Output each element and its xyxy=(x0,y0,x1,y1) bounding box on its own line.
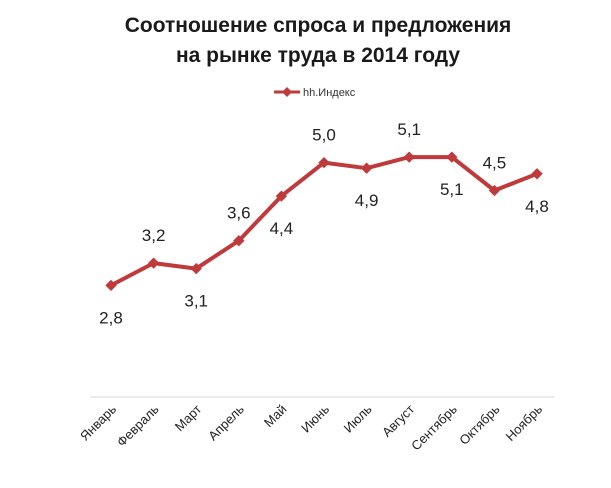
data-point-marker xyxy=(147,257,160,269)
data-label: 3,6 xyxy=(227,204,251,223)
data-label: 4,5 xyxy=(483,154,507,173)
data-point-marker xyxy=(446,151,458,163)
data-point-marker xyxy=(318,156,330,169)
x-tick-label: Апрель xyxy=(205,401,247,443)
chart-title-line-2: на рынке труда в 2014 году xyxy=(176,44,460,67)
data-label: 5,1 xyxy=(440,180,464,199)
x-tick-label: Май xyxy=(261,402,290,431)
x-tick-label: Сентябрь xyxy=(408,401,460,453)
x-tick-label: Ноябрь xyxy=(503,401,546,444)
data-label: 5,1 xyxy=(397,120,421,139)
data-label: 4,9 xyxy=(355,191,379,210)
data-point-marker xyxy=(360,162,373,174)
data-point-marker xyxy=(488,184,501,197)
data-point-marker xyxy=(233,235,245,247)
data-point-marker xyxy=(275,190,288,202)
data-point-marker xyxy=(403,151,415,163)
data-labels: 2,8 3,2 3,1 3,6 4,4 5,0 4,9 5,1 5,1 4,5 4,8 xyxy=(99,120,549,327)
x-tick-label: Март xyxy=(172,401,205,434)
data-point-marker xyxy=(531,168,543,180)
series-line xyxy=(109,155,539,288)
data-label: 2,8 xyxy=(99,308,123,327)
x-tick-label: Январь xyxy=(77,401,119,443)
legend-diamond-marker xyxy=(282,87,292,97)
data-label: 5,0 xyxy=(312,126,336,145)
x-tick-label: Август xyxy=(379,401,417,439)
x-tick-label: Октябрь xyxy=(456,401,502,447)
chart-title-line-1: Соотношение спроса и предложения xyxy=(125,14,512,37)
data-label: 3,1 xyxy=(184,292,208,311)
x-tick-label: Июнь xyxy=(298,401,332,435)
data-point-marker xyxy=(190,262,202,275)
x-tick-label: Февраль xyxy=(114,401,162,449)
data-label: 4,8 xyxy=(525,197,549,216)
x-tick-label: Июль xyxy=(341,401,375,435)
legend: hh.Индекс xyxy=(274,87,356,99)
legend-label: hh.Индекс xyxy=(303,87,356,99)
data-label: 4,4 xyxy=(270,219,294,238)
data-label: 3,2 xyxy=(142,226,166,245)
series-hh-index xyxy=(105,151,543,292)
